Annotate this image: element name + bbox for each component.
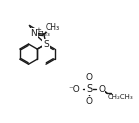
Text: +: + xyxy=(36,27,41,33)
Text: CH₃: CH₃ xyxy=(38,31,50,37)
Text: ⁻O: ⁻O xyxy=(68,85,80,94)
Text: CH₂CH₃: CH₂CH₃ xyxy=(108,94,133,100)
Text: O: O xyxy=(98,85,105,94)
Text: O: O xyxy=(86,97,93,106)
Text: S: S xyxy=(43,39,49,49)
Text: CH₃: CH₃ xyxy=(45,23,59,32)
Text: N: N xyxy=(30,29,37,38)
Text: S: S xyxy=(86,84,92,94)
Text: O: O xyxy=(86,73,93,82)
